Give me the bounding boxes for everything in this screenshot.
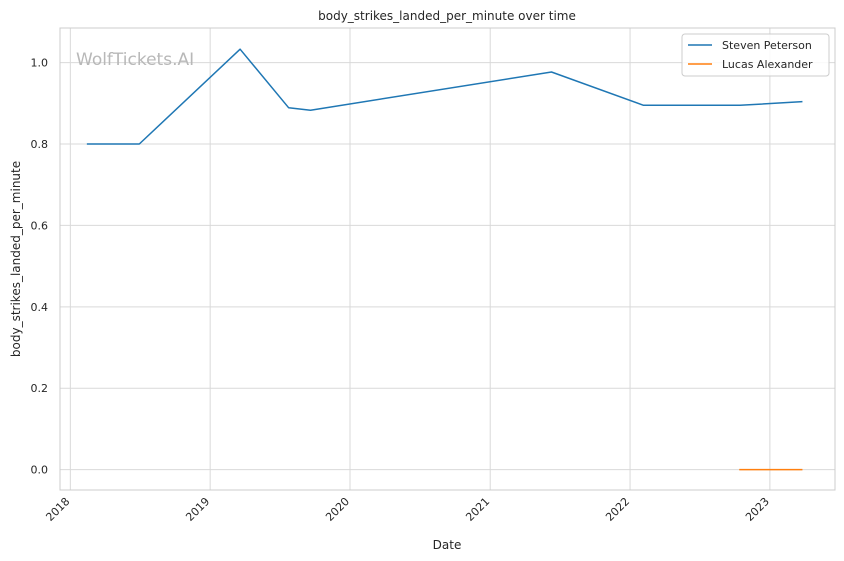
series-lines bbox=[86, 48, 803, 471]
legend: Steven Peterson Lucas Alexander bbox=[681, 33, 830, 77]
legend-box bbox=[681, 33, 830, 77]
plot-frame bbox=[59, 27, 836, 491]
watermark: WolfTickets.AI bbox=[76, 50, 194, 70]
legend-label-0: Steven Peterson bbox=[722, 39, 812, 52]
y-tick-label: 0.4 bbox=[31, 301, 49, 314]
series-line-0 bbox=[86, 48, 803, 145]
grid bbox=[60, 28, 835, 490]
y-tick-label: 0.6 bbox=[31, 219, 49, 232]
y-tick-label: 0.8 bbox=[31, 138, 49, 151]
y-tick-label: 1.0 bbox=[31, 57, 49, 70]
x-axis-title: Date bbox=[433, 538, 462, 552]
y-axis-title: body_strikes_landed_per_minute bbox=[9, 161, 23, 357]
chart-title: body_strikes_landed_per_minute over time bbox=[318, 9, 576, 23]
y-tick-labels: 0.0 0.2 0.4 0.6 0.8 1.0 bbox=[31, 57, 49, 477]
y-tick-label: 0.0 bbox=[31, 464, 49, 477]
legend-label-1: Lucas Alexander bbox=[722, 58, 813, 71]
y-tick-label: 0.2 bbox=[31, 382, 49, 395]
